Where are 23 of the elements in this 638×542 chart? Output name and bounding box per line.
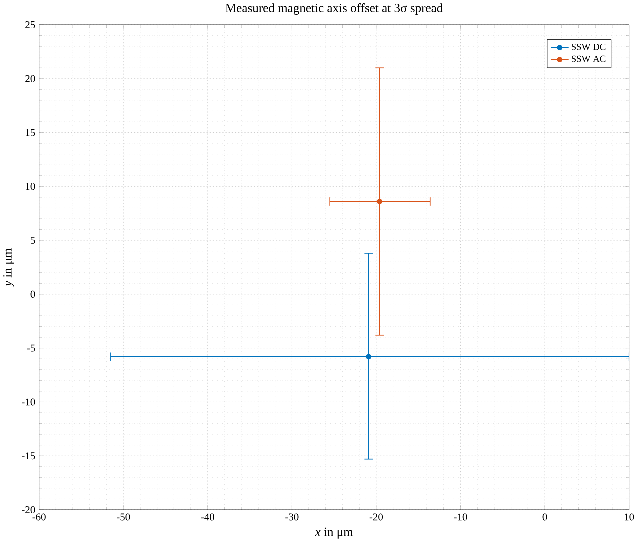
y-tick-label: 0 xyxy=(30,290,36,298)
x-axis-title: x in μm xyxy=(315,528,354,539)
y-tick-label: -15 xyxy=(22,452,36,460)
x-tick-label: -50 xyxy=(117,513,130,521)
x-tick-label: -60 xyxy=(32,513,46,521)
y-tick-label: -20 xyxy=(22,506,36,514)
x-tick-label: -30 xyxy=(286,513,299,521)
legend-label: SSW AC xyxy=(572,56,606,62)
y-axis-title: y in μm xyxy=(3,248,14,288)
x-tick-label: 0 xyxy=(542,513,548,521)
x-tick-label: -20 xyxy=(370,513,384,521)
x-tick-label: -40 xyxy=(201,513,214,521)
y-tick-label: 10 xyxy=(26,182,36,190)
y-tick-label: -10 xyxy=(22,398,36,406)
x-tick-label: 10 xyxy=(624,513,634,521)
y-tick-label: -5 xyxy=(27,344,36,352)
y-tick-label: 5 xyxy=(31,236,36,244)
chart-title: Measured magnetic axis offset at 3σ spread xyxy=(226,3,444,15)
y-tick-label: 25 xyxy=(26,21,36,28)
y-tick-label: 20 xyxy=(26,75,36,82)
y-tick-label: 15 xyxy=(26,129,36,136)
x-tick-label: -10 xyxy=(454,513,468,521)
legend-label: SSW DC xyxy=(572,44,606,50)
